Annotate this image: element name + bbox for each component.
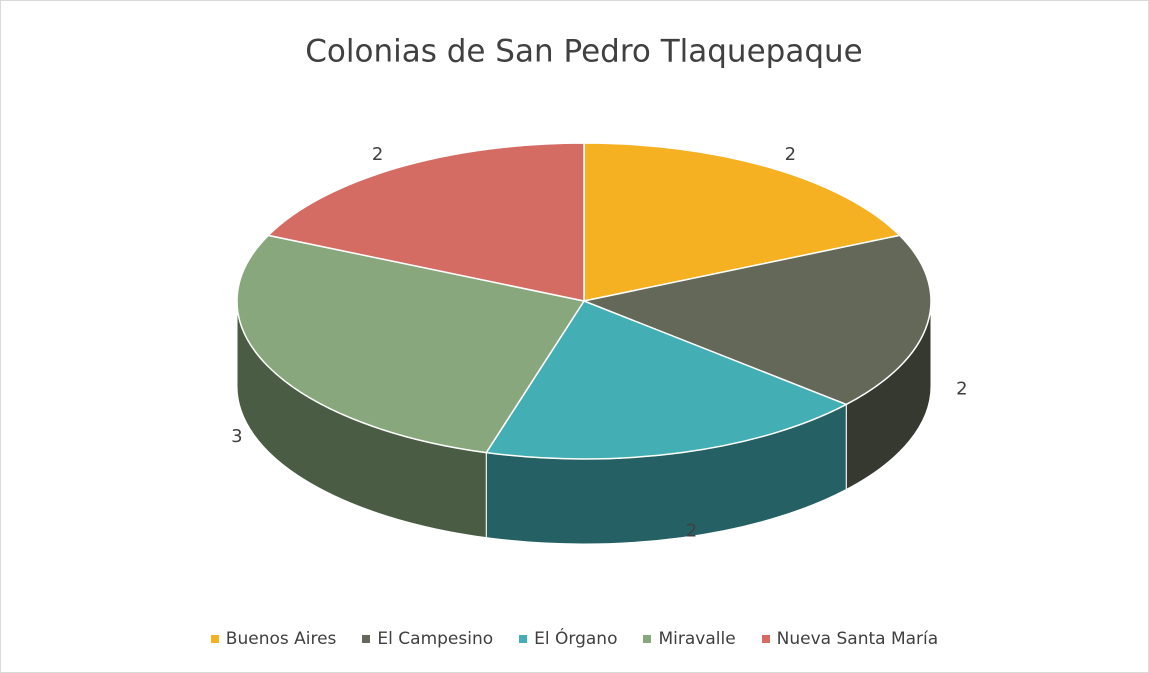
legend-label: Buenos Aires [225,629,337,649]
pie-slice [581,234,932,406]
chart-title: Colonias de San Pedro Tlaquepaque [305,34,862,70]
legend-item: Miravalle [643,629,736,649]
data-label: 2 [785,144,796,165]
legend-item: Buenos Aires [210,629,337,649]
legend-label: El Campesino [377,629,494,649]
pie-slice [484,300,849,460]
legend-item: El Órgano [519,629,617,649]
pie-slice [583,142,902,302]
legend-label: El Órgano [534,629,618,649]
legend-swatch [210,635,219,643]
legend-swatch [761,635,770,643]
legend-label: Nueva Santa María [776,629,939,649]
pie-slice [236,234,586,454]
chart: Colonias de San Pedro Tlaquepaque 2 2 2 3 2 [231,34,968,545]
legend-swatch [519,635,528,643]
data-label: 2 [372,144,383,165]
data-label: 3 [231,426,242,447]
legend-item: El Campesino [362,629,493,649]
legend-swatch [643,635,652,643]
pie-tops [236,142,932,460]
legend-swatch [362,635,371,643]
pie-slice [266,142,585,302]
legend: Buenos Aires El Campesino El Órgano Miraval… [1,629,1148,649]
data-label: 2 [686,521,697,542]
legend-label: Miravalle [658,629,736,649]
data-label: 2 [956,378,967,399]
legend-item: Nueva Santa María [761,629,939,649]
